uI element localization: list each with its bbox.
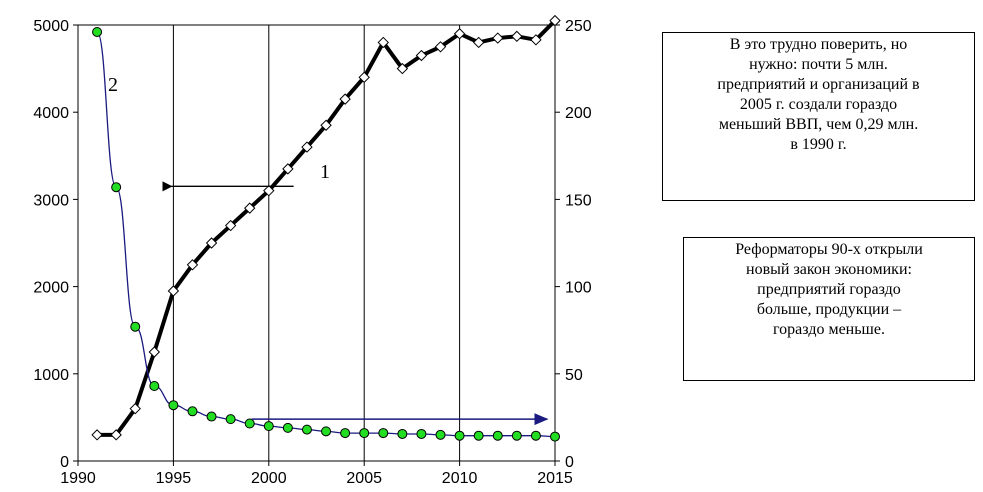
y-right-tick-label: 100 bbox=[565, 280, 592, 297]
y-left-tick-label: 3000 bbox=[33, 192, 69, 209]
series-2-point bbox=[301, 424, 312, 435]
series-1-label: 1 bbox=[320, 161, 330, 183]
y-right-tick-label: 200 bbox=[565, 105, 592, 122]
annotation-layer: 1 2 bbox=[108, 74, 549, 426]
series-layer bbox=[96, 19, 557, 438]
series-2-point bbox=[473, 430, 484, 441]
y-left-tick-label: 2000 bbox=[33, 280, 69, 297]
series-2-point bbox=[454, 430, 465, 441]
series-2-point bbox=[321, 426, 332, 437]
series-2-point bbox=[92, 26, 103, 37]
series-2-point bbox=[111, 182, 122, 193]
y-right-tick-label: 0 bbox=[565, 454, 574, 471]
series-2-point bbox=[168, 400, 179, 411]
series-1-line bbox=[97, 19, 557, 437]
x-tick-label: 2005 bbox=[346, 470, 382, 487]
y-left-tick-label: 4000 bbox=[33, 105, 69, 122]
series-1-point bbox=[453, 28, 466, 40]
series-1-point bbox=[320, 119, 332, 131]
series-2-point bbox=[492, 430, 503, 441]
series-2-point bbox=[282, 422, 293, 433]
series-2-point bbox=[149, 381, 160, 392]
series-1-point bbox=[167, 285, 180, 297]
note-box-2: Реформаторы 90-х открыли новый закон эко… bbox=[683, 237, 975, 381]
series-2-point bbox=[511, 430, 522, 441]
series-2-point bbox=[130, 321, 141, 332]
axes: 1990 1995 2000 2005 2010 20150100020003000400… bbox=[33, 18, 591, 487]
series-2-label: 2 bbox=[108, 74, 118, 96]
series-1-point bbox=[472, 36, 485, 49]
series-1-point bbox=[282, 163, 294, 175]
series-2-point bbox=[397, 428, 408, 439]
series-1-point bbox=[492, 32, 504, 44]
series-2-point bbox=[378, 428, 389, 439]
series-2-point bbox=[340, 428, 351, 439]
series-1-point bbox=[511, 30, 523, 43]
series-1-point bbox=[530, 34, 542, 46]
series-2-point bbox=[244, 418, 255, 429]
y-right-tick-label: 150 bbox=[565, 192, 592, 209]
x-tick-label: 2015 bbox=[537, 470, 573, 487]
series-2-point bbox=[206, 411, 217, 422]
series-2-point bbox=[187, 406, 198, 417]
series-1-point bbox=[224, 219, 237, 232]
series-1-point bbox=[339, 93, 351, 105]
note-box-1: В это трудно поверить, но нужно: почти 5… bbox=[662, 32, 975, 201]
series-1-point bbox=[244, 202, 256, 214]
y-right-tick-label: 50 bbox=[565, 367, 583, 384]
series-2-point bbox=[435, 429, 446, 440]
y-right-tick-label: 250 bbox=[565, 18, 592, 35]
series-2-point bbox=[550, 431, 560, 442]
series-1-point bbox=[186, 259, 199, 271]
markers-layer bbox=[91, 14, 561, 442]
series-1-point bbox=[301, 141, 313, 153]
series-2-line bbox=[96, 31, 556, 438]
series-1-point bbox=[358, 71, 370, 84]
series-1-point bbox=[434, 41, 447, 53]
series-1-point bbox=[377, 36, 389, 49]
series-2-point bbox=[225, 414, 236, 425]
series-2-point bbox=[416, 428, 427, 439]
x-tick-label: 1995 bbox=[156, 470, 192, 487]
series-1-point bbox=[205, 237, 218, 249]
y-left-tick-label: 1000 bbox=[33, 367, 69, 384]
x-tick-label: 1990 bbox=[60, 470, 96, 487]
series-2-point bbox=[263, 421, 274, 432]
series-1-point bbox=[549, 14, 561, 27]
series-1-point bbox=[110, 429, 122, 441]
y-left-tick-label: 0 bbox=[60, 454, 69, 471]
y-left-tick-label: 5000 bbox=[33, 18, 69, 35]
series-2-point bbox=[530, 430, 541, 441]
series-1-point bbox=[148, 346, 161, 358]
series-1-point bbox=[129, 402, 141, 415]
series-2-point bbox=[359, 428, 370, 439]
x-tick-label: 2010 bbox=[442, 470, 478, 487]
series-1-point bbox=[263, 184, 275, 197]
grid-lines bbox=[78, 24, 555, 461]
series-1-point bbox=[91, 429, 103, 441]
series-1-point bbox=[396, 62, 409, 75]
series-1-point bbox=[415, 49, 428, 62]
x-tick-label: 2000 bbox=[251, 470, 287, 487]
